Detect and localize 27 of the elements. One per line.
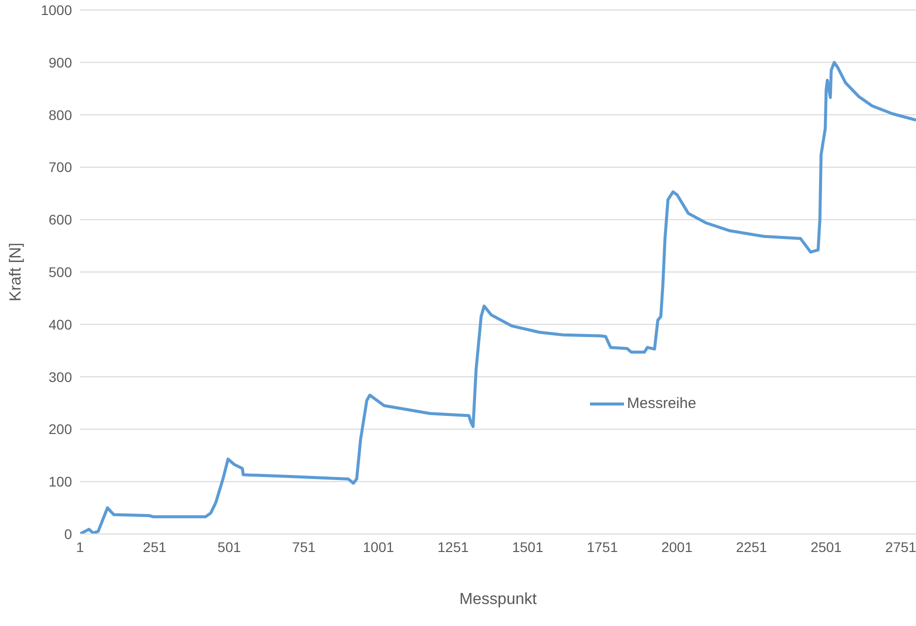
legend-label: Messreihe (627, 395, 696, 412)
y-tick-label: 900 (48, 54, 72, 70)
x-tick-label: 251 (142, 538, 167, 555)
x-tick-label: 1 (76, 538, 84, 555)
y-tick-label: 200 (48, 421, 72, 438)
y-tick-label: 100 (48, 474, 72, 490)
y-tick-label: 1000 (40, 2, 72, 18)
x-tick-label: 2001 (661, 538, 693, 555)
x-tick-label: 1251 (438, 538, 469, 555)
y-tick-label: 800 (48, 106, 72, 123)
x-tick-label: 2501 (810, 538, 842, 555)
y-tick-label: 700 (48, 159, 72, 176)
x-tick-label: 1501 (512, 538, 544, 555)
y-axis-title: Kraft [N] (8, 242, 25, 302)
x-tick-label: 501 (218, 538, 242, 555)
line-series (80, 60, 916, 534)
x-tick-label: 1001 (362, 538, 394, 555)
y-tick-label: 300 (48, 368, 72, 385)
x-tick-label: 2751 (885, 538, 916, 555)
x-axis-title: Messpunkt (459, 591, 538, 608)
y-tick-label: 500 (48, 264, 72, 280)
y-tick-label: 0 (64, 526, 72, 542)
y-tick-label: 600 (48, 212, 72, 228)
x-tick-label: 2251 (736, 538, 768, 555)
x-tick-label: 1751 (586, 538, 618, 555)
x-tick-label: 751 (292, 538, 316, 555)
y-tick-label: 400 (48, 316, 72, 332)
